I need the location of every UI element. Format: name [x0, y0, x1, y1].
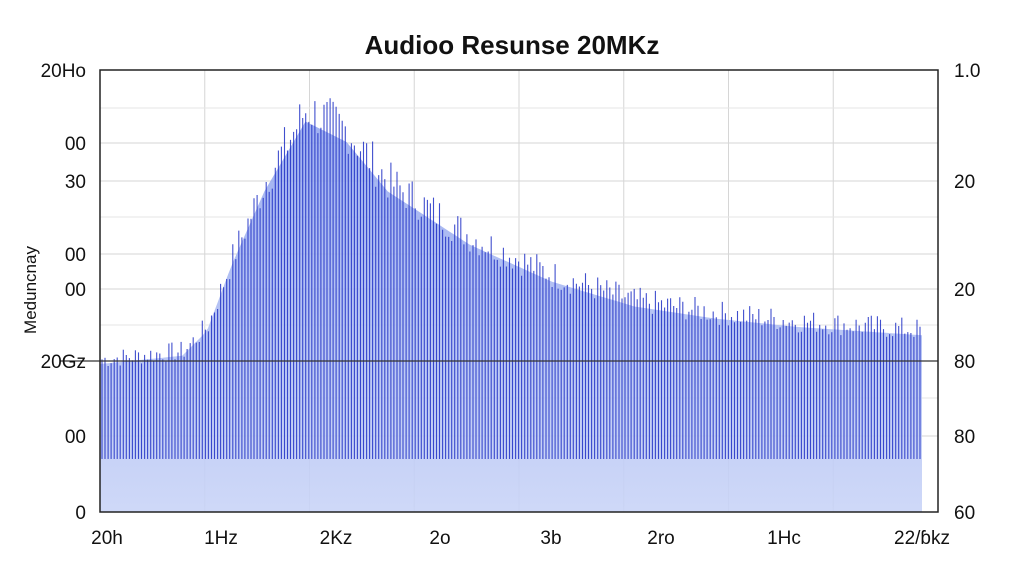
- y-tick-label-left: 0: [75, 503, 86, 524]
- chart-title: Audioo Resunse 20MKz: [364, 30, 660, 60]
- y-tick-label-right: 20: [954, 280, 975, 301]
- x-tick-label: 3b: [540, 528, 561, 549]
- x-tick-label: 2o: [429, 528, 450, 549]
- y-axis-right: 1.0 20 20 80 80 60: [954, 61, 980, 524]
- y-tick-label-left: 00: [65, 280, 86, 301]
- y-tick-label-right: 80: [954, 352, 975, 373]
- y-tick-label-right: 60: [954, 503, 975, 524]
- x-tick-label: 2Kz: [320, 528, 353, 549]
- response-bars: [101, 98, 921, 459]
- x-axis: 20h 1Hz 2Kz 2o 3b 2ro 1Hc 22/ɓkz: [91, 528, 950, 549]
- y-tick-label-left: 20Ho: [41, 61, 86, 82]
- y-tick-label-right: 80: [954, 427, 975, 448]
- y-tick-label-left: 00: [65, 134, 86, 155]
- y-tick-label-left: 00: [65, 245, 86, 266]
- x-tick-label: 20h: [91, 528, 123, 549]
- y-tick-label-left: 00: [65, 427, 86, 448]
- y-axis-label: Meduncnay: [21, 246, 40, 334]
- x-tick-label: 2ro: [647, 528, 674, 549]
- x-tick-label: 1Hz: [204, 528, 238, 549]
- x-tick-label: 1Hc: [767, 528, 801, 549]
- plot-frame: [99, 69, 939, 513]
- y-tick-label-left: 20Gz: [41, 352, 86, 373]
- x-tick-label: 22/ɓkz: [894, 528, 950, 549]
- y-tick-label-left: 30: [65, 172, 86, 193]
- y-tick-label-right: 20: [954, 172, 975, 193]
- y-tick-label-right: 1.0: [954, 61, 980, 82]
